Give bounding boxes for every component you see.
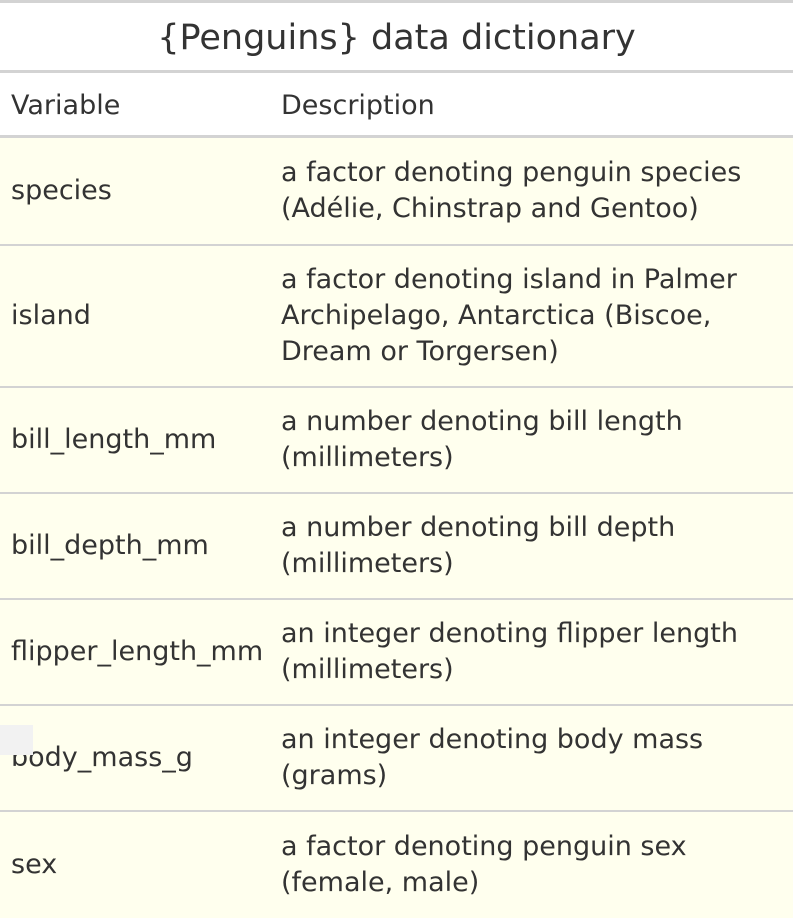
description-cell: an integer denoting body mass (grams) — [281, 724, 704, 791]
variable-cell: bill_depth_mm — [11, 530, 209, 561]
table-row: bill_length_mm a number denoting bill le… — [0, 388, 793, 494]
table-title: {Penguins} data dictionary — [0, 3, 793, 73]
table-row: species a factor denoting penguin specie… — [0, 138, 793, 246]
description-cell: a number denoting bill depth (millimeter… — [281, 512, 676, 579]
variable-cell: sex — [11, 849, 58, 880]
variable-cell: body_mass_g — [11, 742, 193, 773]
description-cell: a factor denoting penguin species (Adéli… — [281, 157, 742, 224]
table-body: species a factor denoting penguin specie… — [0, 138, 793, 918]
description-cell: an integer denoting flipper length (mill… — [281, 618, 738, 685]
description-cell: a factor denoting island in Palmer Archi… — [281, 264, 737, 367]
column-header-description: Description — [281, 89, 435, 121]
variable-cell: bill_length_mm — [11, 424, 217, 455]
column-header-variable: Variable — [11, 89, 121, 121]
description-cell: a factor denoting penguin sex (female, m… — [281, 831, 687, 898]
table-header-row: Variable Description — [0, 73, 793, 138]
table-row: body_mass_g an integer denoting body mas… — [0, 706, 793, 812]
overlay-artifact — [0, 725, 33, 755]
variable-cell: species — [11, 175, 112, 206]
table-row: flipper_length_mm an integer denoting fl… — [0, 600, 793, 706]
table-row: sex a factor denoting penguin sex (femal… — [0, 812, 793, 918]
table-row: island a factor denoting island in Palme… — [0, 246, 793, 388]
variable-cell: flipper_length_mm — [11, 636, 264, 667]
table-row: bill_depth_mm a number denoting bill dep… — [0, 494, 793, 600]
variable-cell: island — [11, 300, 91, 331]
description-cell: a number denoting bill length (millimete… — [281, 406, 683, 473]
